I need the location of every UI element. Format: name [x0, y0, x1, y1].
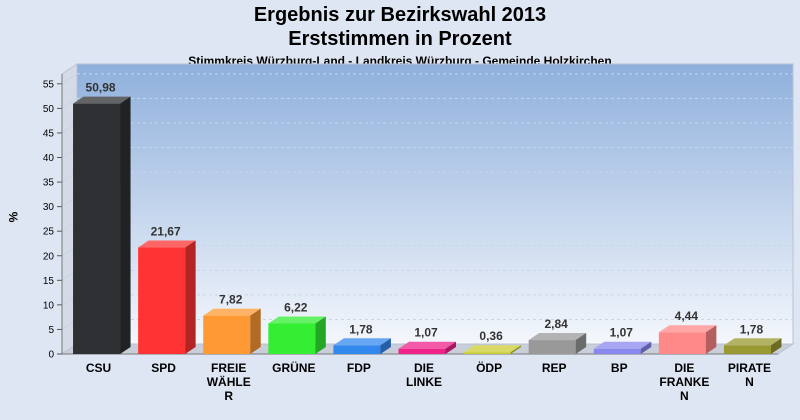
- bar-top: [593, 341, 652, 349]
- bar-front: [333, 345, 381, 354]
- bar-0: [73, 96, 131, 354]
- x-tick-label: BP: [611, 361, 628, 375]
- data-label: 2,84: [545, 317, 569, 331]
- bar-front: [73, 103, 121, 354]
- x-tick-label: N: [745, 375, 754, 389]
- y-tick-label: 30: [43, 202, 55, 213]
- bar-1: [138, 240, 196, 354]
- data-label: 0,36: [479, 329, 503, 343]
- x-tick-label: ÖDP: [476, 360, 502, 375]
- bar-side: [640, 341, 652, 354]
- chart-title-line2: Erststimmen in Prozent: [288, 28, 512, 50]
- y-tick-label: 45: [43, 128, 55, 139]
- bar-side: [770, 338, 782, 354]
- bar-top: [723, 338, 782, 346]
- bar-side: [250, 308, 261, 354]
- x-tick-label: DIE: [414, 361, 434, 375]
- bar-side: [705, 325, 717, 354]
- y-tick-label: 50: [43, 104, 55, 115]
- y-tick-label: 5: [48, 325, 54, 336]
- bar-side: [185, 240, 196, 354]
- y-tick-label: 10: [43, 300, 55, 311]
- x-tick-label: GRÜNE: [272, 360, 315, 375]
- x-tick-label: LINKE: [406, 375, 442, 389]
- bar-top: [398, 341, 456, 349]
- bar-top: [528, 333, 587, 341]
- y-tick-label: 35: [43, 178, 55, 189]
- bar-top: [333, 338, 391, 346]
- y-tick-label: 25: [43, 227, 55, 238]
- bar-3: [268, 316, 326, 354]
- x-tick-label: FDP: [347, 361, 371, 375]
- x-tick-label: WÄHLE: [207, 374, 251, 389]
- x-tick-label: N: [680, 389, 689, 403]
- y-tick-label: 40: [43, 153, 55, 164]
- bar-10: [723, 338, 782, 354]
- x-tick-label: REP: [542, 361, 567, 375]
- bar-5: [398, 341, 456, 354]
- bar-7: [528, 333, 587, 354]
- bar-side: [575, 333, 587, 354]
- x-tick-label: FREIE: [211, 361, 246, 375]
- bar-front: [268, 323, 316, 354]
- bar-top: [658, 325, 717, 333]
- bar-side: [315, 316, 326, 354]
- x-tick-label: CSU: [86, 361, 111, 375]
- gridline-side: [61, 73, 78, 85]
- bar-4: [333, 338, 391, 354]
- y-tick-label: 0: [48, 350, 54, 361]
- bar-side: [120, 96, 131, 354]
- bar-9: [658, 325, 717, 354]
- bar-front: [398, 348, 446, 354]
- gridline-side: [61, 97, 78, 109]
- bar-6: [463, 345, 522, 354]
- bar-front: [463, 352, 511, 354]
- bar-top: [268, 316, 326, 324]
- data-label: 1,78: [349, 322, 373, 336]
- bar-front: [658, 332, 706, 354]
- x-tick-label: PIRATE: [728, 361, 771, 375]
- data-label: 1,07: [414, 326, 438, 340]
- bar-front: [528, 340, 576, 354]
- x-tick-label: FRANKE: [659, 375, 709, 389]
- bar-top: [138, 240, 196, 248]
- data-label: 1,07: [610, 326, 634, 340]
- data-label: 1,78: [740, 322, 764, 336]
- chart-title: Ergebnis zur Bezirkswahl 2013: [253, 4, 547, 26]
- data-label: 6,22: [284, 300, 308, 314]
- y-tick-label: 20: [43, 251, 55, 262]
- bar-front: [723, 345, 771, 354]
- plot-back-wall: [76, 63, 794, 345]
- data-label: 21,67: [151, 225, 181, 239]
- data-label: 50,98: [86, 81, 116, 95]
- data-label: 4,44: [675, 309, 699, 323]
- bar-8: [593, 341, 652, 354]
- bar-front: [138, 247, 186, 354]
- x-tick-label: DIE: [674, 361, 694, 375]
- bar-top: [463, 345, 522, 353]
- bar-top: [203, 308, 261, 316]
- bar-front: [203, 315, 251, 354]
- bar-side: [445, 341, 456, 354]
- x-tick-label: R: [224, 389, 233, 403]
- bar-front: [593, 348, 641, 354]
- bar-side: [380, 338, 391, 354]
- bar-top: [73, 96, 131, 104]
- bar-2: [203, 308, 261, 354]
- y-tick-label: 55: [43, 79, 55, 90]
- data-label: 7,82: [219, 293, 243, 307]
- x-tick-label: SPD: [151, 361, 176, 375]
- bar-side: [510, 345, 522, 354]
- y-tick-label: 15: [43, 276, 55, 287]
